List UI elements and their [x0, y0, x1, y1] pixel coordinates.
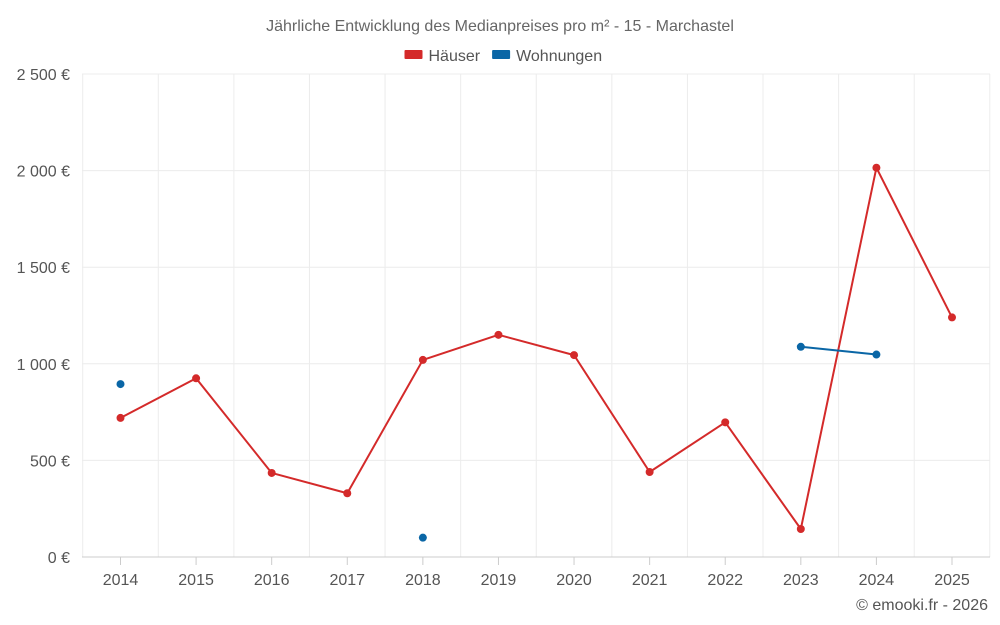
y-tick-label: 500 €	[30, 453, 70, 470]
data-point[interactable]	[267, 468, 276, 477]
grid	[82, 73, 991, 557]
series-line-segment	[799, 345, 878, 356]
series-line-segment	[119, 377, 198, 419]
y-tick-label: 1 000 €	[17, 357, 70, 374]
x-tick-label: 2015	[178, 572, 214, 589]
y-tick-label: 0 €	[48, 550, 70, 567]
x-tick-label: 2016	[254, 572, 290, 589]
series-line-segment	[195, 377, 273, 474]
series-haeuser	[116, 163, 956, 533]
credit-text: © emooki.fr - 2026	[856, 597, 988, 614]
data-point[interactable]	[872, 163, 881, 172]
series-line-segment	[346, 358, 424, 495]
axes: 0 € 500 € 1 000 € 1 500 € 2 000 € 2 500 € 2014…	[17, 67, 990, 589]
data-point[interactable]	[192, 374, 201, 383]
x-tick-label: 2019	[481, 572, 517, 589]
x-tick-label: 2023	[783, 572, 819, 589]
data-point[interactable]	[343, 489, 352, 498]
data-point[interactable]	[116, 413, 125, 422]
data-point[interactable]	[418, 533, 427, 542]
data-point[interactable]	[645, 467, 654, 476]
series-line-segment	[573, 354, 651, 473]
data-point[interactable]	[721, 418, 730, 427]
data-point[interactable]	[494, 330, 503, 339]
legend-swatch	[492, 50, 511, 59]
legend-item[interactable]: Wohnungen	[492, 48, 602, 65]
series-line-segment	[724, 421, 802, 530]
x-tick-label: 2022	[707, 572, 743, 589]
data-point[interactable]	[872, 350, 881, 359]
x-tick-label: 2021	[632, 572, 668, 589]
series-line-segment	[799, 166, 878, 530]
y-tick-label: 1 500 €	[17, 260, 70, 277]
legend: Häuser Wohnungen	[404, 48, 602, 65]
x-tick-label: 2018	[405, 572, 441, 589]
y-tick-label: 2 500 €	[17, 67, 70, 84]
data-point[interactable]	[796, 524, 805, 533]
x-tick-label: 2017	[329, 572, 365, 589]
series-layer	[116, 163, 956, 542]
data-point[interactable]	[796, 342, 805, 351]
legend-item[interactable]: Häuser	[404, 48, 481, 65]
series-line-segment	[421, 333, 500, 361]
x-tick-label: 2014	[103, 572, 139, 589]
series-line-segment	[648, 421, 727, 473]
series-line-segment	[497, 333, 576, 357]
data-point[interactable]	[948, 313, 956, 322]
legend-label: Häuser	[429, 48, 481, 65]
series-line-segment	[270, 471, 349, 495]
series-wohnungen	[116, 342, 881, 542]
y-tick-label: 2 000 €	[17, 164, 70, 181]
data-point[interactable]	[570, 351, 579, 360]
data-point[interactable]	[418, 355, 427, 364]
series-line-segment	[875, 166, 953, 319]
chart-title: Jährliche Entwicklung des Medianpreises …	[266, 18, 734, 35]
legend-label: Wohnungen	[516, 48, 602, 65]
x-tick-label: 2020	[556, 572, 592, 589]
legend-swatch	[404, 50, 423, 59]
x-tick-label: 2024	[859, 572, 895, 589]
x-tick-label: 2025	[934, 572, 970, 589]
data-point[interactable]	[116, 380, 125, 389]
